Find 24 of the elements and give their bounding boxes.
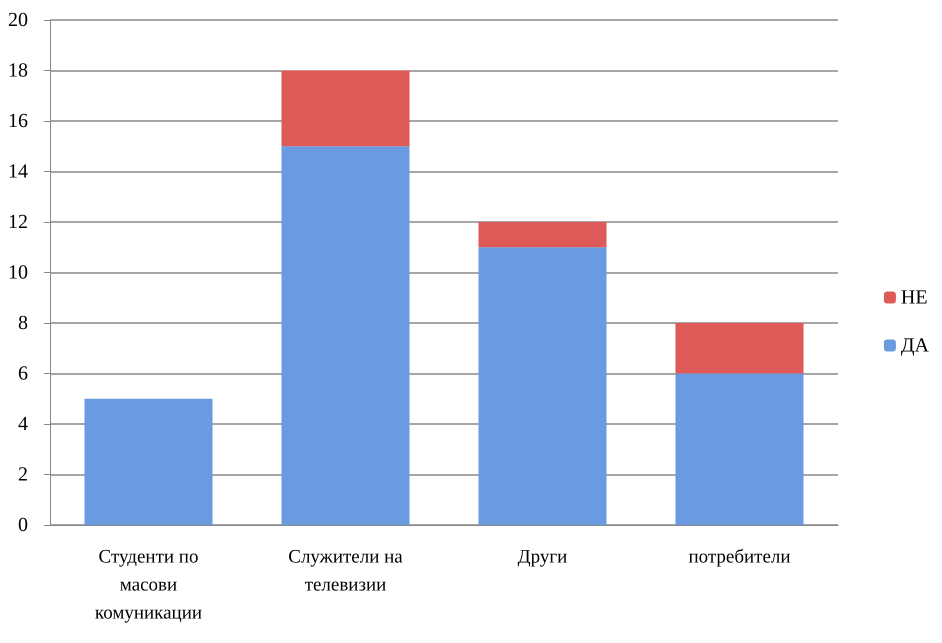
y-tick-label: 0 [18,514,28,536]
x-tick-label: Служители на телевизии [288,546,404,596]
bar [675,323,804,374]
x-tick-label: Студенти по масови комуникации [94,546,202,624]
bar [478,222,607,248]
y-tick-label: 20 [8,9,28,31]
y-tick-label: 4 [18,413,28,435]
bar [478,247,607,525]
legend-label: ДА [900,334,930,356]
y-tick-label: 16 [8,110,28,132]
y-tick-label: 10 [8,262,28,284]
x-tick-label: потребители [688,546,791,568]
y-tick-label: 12 [8,211,28,233]
y-tick-label: 14 [8,160,28,182]
bar [281,70,410,146]
bar [84,398,213,525]
bar [281,146,410,525]
legend-label: НЕ [900,286,928,308]
y-tick-label: 6 [18,362,28,384]
bar [675,374,804,525]
y-tick-label: 2 [18,464,28,486]
y-tick-label: 18 [8,60,28,82]
x-tick-label: Други [518,546,568,568]
y-tick-label: 8 [18,312,28,334]
